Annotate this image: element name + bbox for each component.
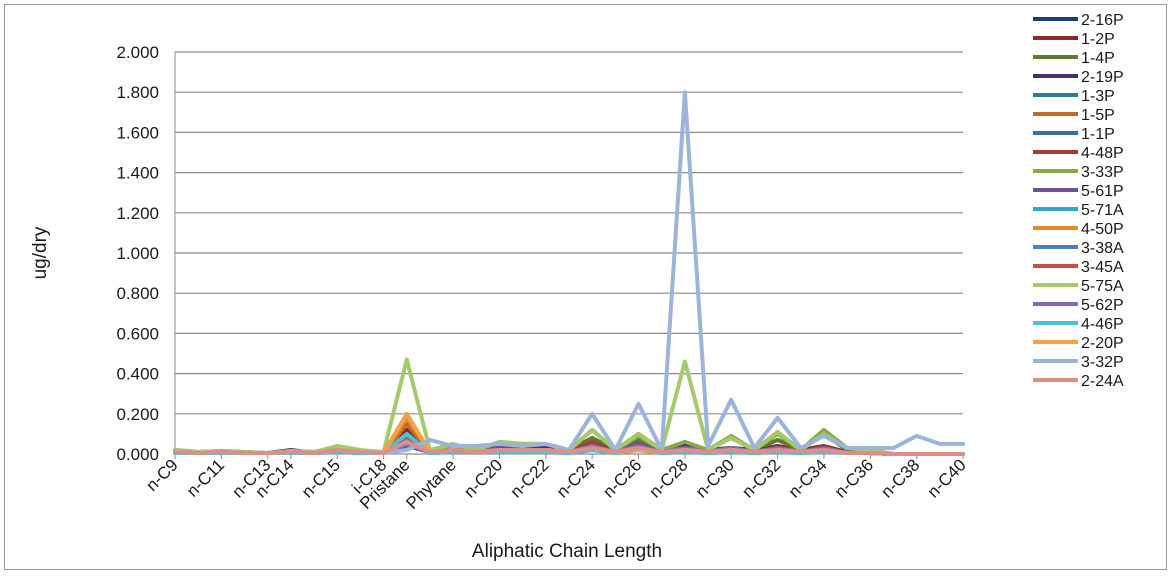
y-axis-title: ug/dry <box>30 226 51 279</box>
legend-label: 5-62P <box>1081 297 1124 314</box>
x-tick-label: n-C28 <box>646 455 692 501</box>
legend-label: 1-5P <box>1081 107 1115 124</box>
legend-label: 1-4P <box>1081 50 1115 67</box>
legend-label: 2-19P <box>1081 69 1124 86</box>
legend-label: 2-16P <box>1081 12 1124 29</box>
x-tick-label: n-C38 <box>877 455 923 501</box>
y-tick-label: 1.600 <box>116 123 159 142</box>
x-tick-label: n-C15 <box>298 455 344 501</box>
chart-frame <box>4 4 1167 570</box>
x-tick-label: n-C34 <box>785 455 831 501</box>
x-tick-label: n-C24 <box>553 455 599 501</box>
legend-label: 1-3P <box>1081 88 1115 105</box>
x-tick-label: n-C22 <box>506 455 552 501</box>
legend: 2-16P 1-2P 1-4P 2-19P 1-3P 1-5P 1-1P 4-48P 3-33P… <box>1033 12 1124 390</box>
y-tick-label: 1.800 <box>116 83 159 102</box>
y-tick-label: 1.400 <box>116 164 159 183</box>
y-tick-label: 0.600 <box>116 324 159 343</box>
legend-label: 2-20P <box>1081 335 1124 352</box>
x-axis-title: Aliphatic Chain Length <box>472 541 662 562</box>
legend-label: 1-2P <box>1081 31 1115 48</box>
y-tick-label: 1.200 <box>116 204 159 223</box>
x-tick-label: n-C26 <box>599 455 645 501</box>
legend-label: 5-75A <box>1081 278 1124 295</box>
y-tick-label: 2.000 <box>116 43 159 62</box>
series-line-2-24A <box>173 439 965 456</box>
legend-label: 5-71A <box>1081 202 1124 219</box>
legend-label: 3-45A <box>1081 259 1124 276</box>
y-tick-label: 0.800 <box>116 284 159 303</box>
x-tick-label: Phytane <box>402 455 460 513</box>
legend-label: 3-32P <box>1081 354 1124 371</box>
legend-label: 1-1P <box>1081 126 1115 143</box>
x-tick-label: n-C30 <box>692 455 738 501</box>
x-tick-label: n-C36 <box>831 455 877 501</box>
legend-label: 3-33P <box>1081 164 1124 181</box>
series-line-3-32P <box>173 90 965 455</box>
legend-label: 4-46P <box>1081 316 1124 333</box>
series-lines <box>173 90 965 456</box>
x-tick-label: n-C40 <box>924 455 970 501</box>
y-tick-label: 0.400 <box>116 365 159 384</box>
legend-label: 3-38A <box>1081 240 1124 257</box>
y-tick-label: 0.000 <box>116 445 159 464</box>
y-tick-label: 0.200 <box>116 405 159 424</box>
x-tick-label: n-C11 <box>183 455 228 500</box>
y-tick-label: 1.000 <box>116 244 159 263</box>
x-tick-label: n-C20 <box>460 455 506 501</box>
legend-label: 4-48P <box>1081 145 1124 162</box>
gridlines <box>174 51 963 455</box>
legend-label: 5-61P <box>1081 183 1124 200</box>
x-tick-label: n-C32 <box>738 455 784 501</box>
y-axis-ticks: 0.000 0.200 0.400 0.600 0.800 1.000 1.200 1.400… <box>116 43 159 464</box>
legend-label: 4-50P <box>1081 221 1124 238</box>
legend-label: 2-24A <box>1081 373 1124 390</box>
